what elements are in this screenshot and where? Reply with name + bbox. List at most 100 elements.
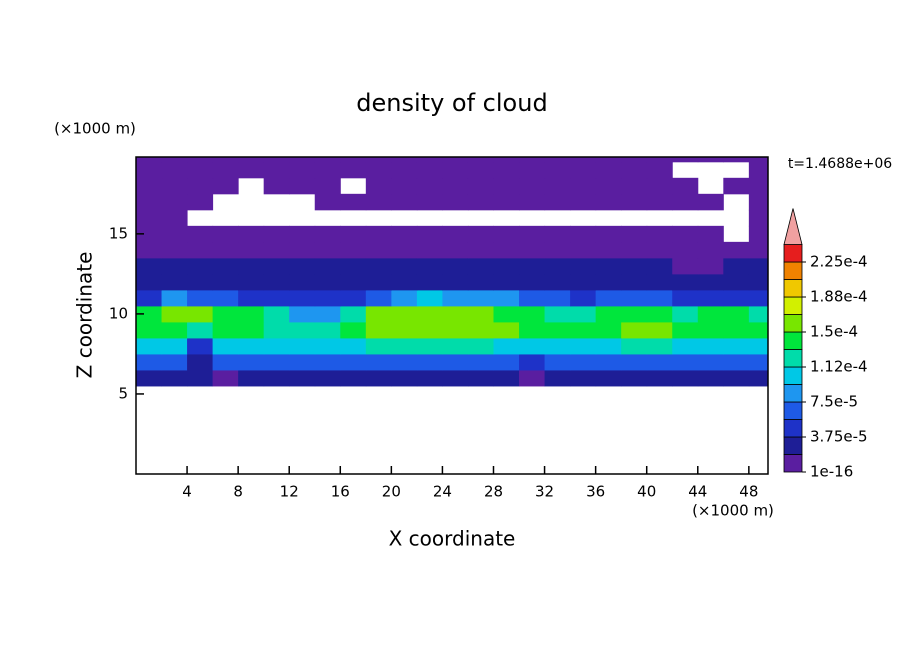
contour-cell [289, 289, 316, 307]
contour-cell [519, 225, 546, 243]
contour-cell [391, 321, 418, 339]
contour-cell [621, 225, 648, 243]
x-tick-label: 24 [433, 483, 452, 501]
contour-cell [289, 337, 316, 355]
contour-cell [697, 369, 724, 387]
contour-cell [187, 241, 214, 259]
contour-cell [467, 157, 494, 163]
contour-cell [672, 257, 699, 275]
contour-cell [646, 337, 673, 355]
contour-cell [391, 257, 418, 275]
contour-cell [136, 157, 163, 163]
contour-cell [136, 161, 163, 179]
x-tick-label: 48 [739, 483, 758, 501]
contour-cell [187, 369, 214, 387]
contour-cell [365, 369, 392, 387]
contour-cell [493, 161, 520, 179]
contour-cell [697, 193, 724, 211]
contour-cell [187, 225, 214, 243]
contour-cell [621, 161, 648, 179]
contour-cell [289, 177, 316, 195]
contour-cell [697, 321, 724, 339]
contour-cell [493, 353, 520, 371]
contour-cell [161, 241, 188, 259]
contour-cell [340, 289, 367, 307]
contour-cell [595, 289, 622, 307]
contour-cell [748, 369, 768, 387]
contour-cell [519, 177, 546, 195]
contour-cell [467, 225, 494, 243]
contour-cell [493, 321, 520, 339]
contour-cell [289, 369, 316, 387]
contour-cell [314, 161, 341, 179]
contour-cell [519, 305, 546, 323]
contour-cell [416, 321, 443, 339]
contour-cell [161, 193, 188, 211]
contour-cell [416, 241, 443, 259]
contour-cell [365, 177, 392, 195]
colorbar-tick-label: 1.12e-4 [810, 358, 868, 376]
contour-cell [365, 225, 392, 243]
contour-cell [672, 353, 699, 371]
contour-cell [289, 161, 316, 179]
y-tick-label: 10 [109, 304, 128, 322]
contour-cell [187, 157, 214, 163]
contour-cell [442, 337, 469, 355]
contour-cell [314, 305, 341, 323]
contour-cell [748, 241, 768, 259]
contour-cell [161, 289, 188, 307]
contour-cell [544, 321, 571, 339]
contour-cell [212, 225, 239, 243]
contour-cell [416, 225, 443, 243]
contour-cell [519, 353, 546, 371]
plot-frame [135, 156, 769, 475]
contour-cell [314, 369, 341, 387]
contour-cell [365, 337, 392, 355]
contour-cell [314, 177, 341, 195]
contour-cell [136, 273, 163, 291]
contour-cell [442, 321, 469, 339]
contour-cell [748, 337, 768, 355]
contour-cell [212, 157, 239, 163]
contour-cell [238, 353, 265, 371]
contour-cell [621, 305, 648, 323]
contour-cell [340, 161, 367, 179]
contour-cell [365, 289, 392, 307]
contour-cell [646, 257, 673, 275]
contour-cell [263, 177, 290, 195]
contour-cell [238, 161, 265, 179]
contour-cell [314, 241, 341, 259]
contour-cell [570, 337, 597, 355]
contour-cell [467, 161, 494, 179]
contour-cell [595, 337, 622, 355]
chart-title: density of cloud [356, 89, 547, 117]
contour-cell [595, 225, 622, 243]
contour-cell [340, 225, 367, 243]
contour-cell [238, 241, 265, 259]
contour-cell [136, 305, 163, 323]
contour-cell [340, 337, 367, 355]
x-tick-label: 28 [484, 483, 503, 501]
contour-cell [263, 161, 290, 179]
colorbar-tick-label: 3.75e-5 [810, 428, 868, 446]
contour-cell [570, 177, 597, 195]
x-tick-label: 8 [233, 483, 243, 501]
contour-cell [519, 161, 546, 179]
contour-cell [391, 369, 418, 387]
x-tick-label: 40 [637, 483, 656, 501]
contour-cell [723, 337, 750, 355]
contour-cell [442, 177, 469, 195]
contour-cell [748, 177, 768, 195]
contour-cell [212, 289, 239, 307]
contour-cell [314, 157, 341, 163]
contour-cell [161, 305, 188, 323]
contour-cell [289, 321, 316, 339]
contour-cell [646, 225, 673, 243]
contour-cell [340, 193, 367, 211]
contour-cell [646, 177, 673, 195]
contour-cell [289, 225, 316, 243]
contour-cell [187, 337, 214, 355]
contour-cell [519, 157, 546, 163]
contour-cell [391, 177, 418, 195]
y-tick-label: 15 [109, 224, 128, 242]
